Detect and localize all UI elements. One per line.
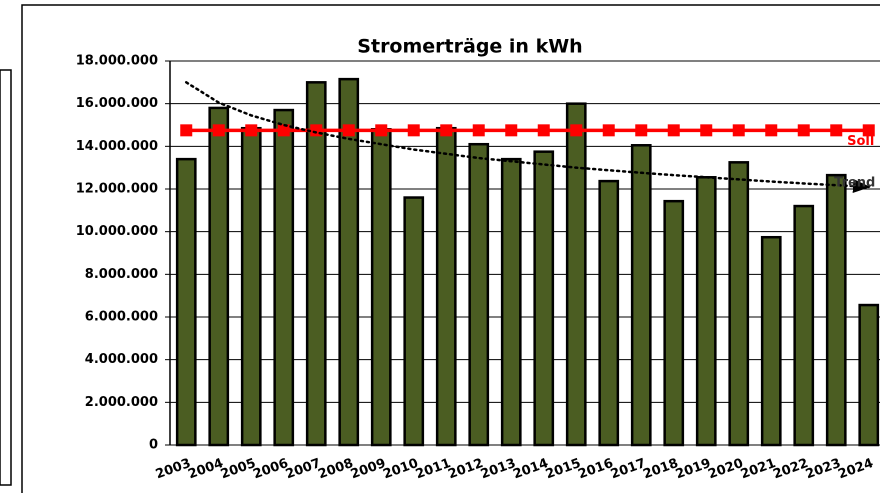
bar xyxy=(500,157,522,447)
trend-line xyxy=(185,81,871,194)
bar xyxy=(305,81,327,447)
chart-title: Stromerträge in kWh xyxy=(357,36,582,58)
y-tick-label: 4.000.000 xyxy=(85,352,158,367)
line-marker xyxy=(700,124,713,137)
bar xyxy=(175,157,197,447)
y-tick-label: 18.000.000 xyxy=(76,54,158,69)
line-marker xyxy=(797,124,810,137)
line-marker xyxy=(440,124,453,137)
bar xyxy=(598,179,620,447)
bar xyxy=(695,176,717,447)
line-marker xyxy=(862,124,875,137)
y-tick-label: 12.000.000 xyxy=(76,182,158,197)
bar xyxy=(728,161,750,447)
y-tick-label: 2.000.000 xyxy=(85,395,158,410)
bar xyxy=(208,106,230,447)
line-marker xyxy=(732,124,745,137)
line-marker xyxy=(765,124,778,137)
line-marker xyxy=(375,124,388,137)
bar xyxy=(858,303,880,447)
y-tick-label: 16.000.000 xyxy=(76,96,158,111)
bar xyxy=(760,235,782,447)
bar xyxy=(370,128,392,447)
bar xyxy=(630,144,652,447)
line-marker xyxy=(537,124,550,137)
y-tick-label: 8.000.000 xyxy=(85,267,158,282)
line-marker xyxy=(277,124,290,137)
line-marker xyxy=(472,124,485,137)
y-tick-label: 0 xyxy=(149,438,158,453)
line-marker xyxy=(407,124,420,137)
line-marker xyxy=(342,124,355,137)
bar xyxy=(565,102,587,447)
line-marker xyxy=(667,124,680,137)
line-marker xyxy=(245,124,258,137)
line-marker xyxy=(830,124,843,137)
line-marker xyxy=(212,124,225,137)
bar xyxy=(663,199,685,447)
series-label: Trend xyxy=(834,175,875,190)
bar xyxy=(338,77,360,447)
bar xyxy=(468,142,490,447)
bar xyxy=(825,173,847,447)
bar xyxy=(273,108,295,447)
line-marker xyxy=(635,124,648,137)
bar xyxy=(793,204,815,447)
bar xyxy=(403,196,425,447)
y-tick-label: 10.000.000 xyxy=(76,224,158,239)
bar xyxy=(533,150,555,447)
series-label: Soll xyxy=(847,134,874,149)
line-marker xyxy=(180,124,193,137)
y-tick-label: 6.000.000 xyxy=(85,310,158,325)
side-frame xyxy=(0,69,12,486)
line-marker xyxy=(570,124,583,137)
bar xyxy=(435,126,457,447)
line-marker xyxy=(602,124,615,137)
y-tick-label: 14.000.000 xyxy=(76,139,158,154)
bar xyxy=(240,126,262,447)
line-marker xyxy=(505,124,518,137)
